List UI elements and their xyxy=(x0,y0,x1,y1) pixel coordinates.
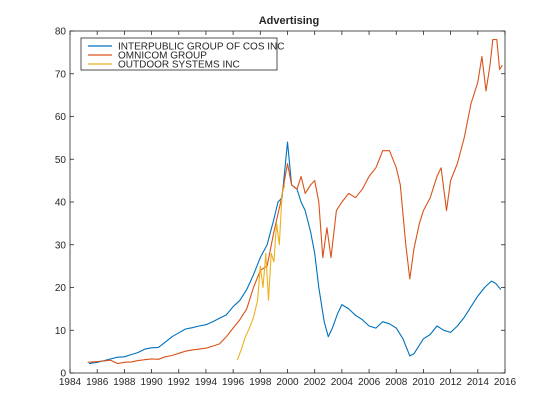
x-tick-label: 2016 xyxy=(494,377,517,388)
y-tick-label: 20 xyxy=(55,283,67,294)
x-tick-label: 2008 xyxy=(385,377,408,388)
legend-box xyxy=(80,37,278,71)
x-tick-label: 1998 xyxy=(249,377,272,388)
y-tick-label: 0 xyxy=(60,369,66,380)
legend-label-1: INTERPUBLIC GROUP OF COS INC xyxy=(118,42,285,53)
x-tick-label: 1992 xyxy=(168,377,191,388)
x-tick-label: 1988 xyxy=(113,377,136,388)
x-tick-label: 2000 xyxy=(276,377,299,388)
y-tick-label: 50 xyxy=(55,155,67,166)
y-axis: 0 10 20 30 40 50 60 70 80 xyxy=(55,27,505,380)
series-line-3 xyxy=(236,184,286,361)
x-tick-label: 2012 xyxy=(440,377,463,388)
legend-label-2: OMNICOM GROUP xyxy=(118,51,207,62)
x-tick-label: 1984 xyxy=(59,377,82,388)
x-tick-label: 2004 xyxy=(331,377,354,388)
series-line-2 xyxy=(87,39,503,365)
x-tick-label: 2010 xyxy=(412,377,435,388)
x-tick-label: 2006 xyxy=(358,377,381,388)
x-tick-label: 1986 xyxy=(86,377,109,388)
x-tick-label: 1990 xyxy=(140,377,163,388)
legend-label-3: OUTDOOR SYSTEMS INC xyxy=(118,60,240,71)
x-tick-label: 2014 xyxy=(467,377,490,388)
y-tick-label: 80 xyxy=(55,27,67,38)
series-line-1 xyxy=(88,141,502,365)
y-tick-label: 10 xyxy=(55,326,67,337)
series-layer xyxy=(87,39,503,365)
x-tick-label: 1996 xyxy=(222,377,245,388)
x-tick-label: 2002 xyxy=(304,377,327,388)
x-axis: 1984 1986 1988 1990 1992 1994 1996 1998 2000 2002… xyxy=(59,31,517,388)
y-tick-label: 30 xyxy=(55,240,67,251)
chart-title: Advertising xyxy=(259,15,320,27)
y-tick-label: 60 xyxy=(55,112,67,123)
x-tick-label: 1994 xyxy=(195,377,218,388)
y-tick-label: 70 xyxy=(55,69,67,80)
y-tick-label: 40 xyxy=(55,198,67,209)
